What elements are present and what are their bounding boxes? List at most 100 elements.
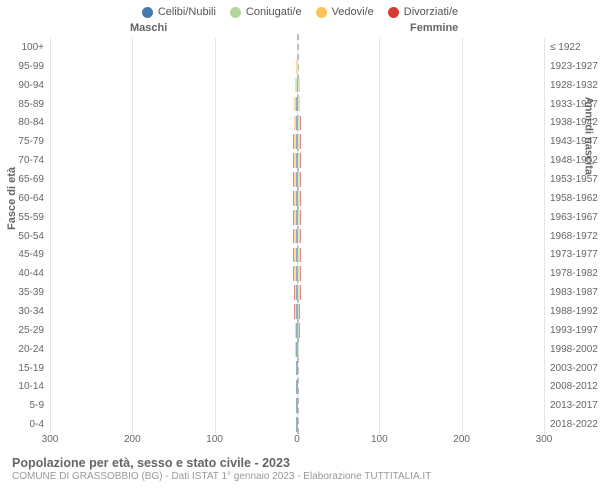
bar-female (297, 116, 301, 131)
bar-segment (298, 342, 299, 357)
birth-label: 1983-1987 (550, 287, 598, 298)
age-row: 20-241998-2002 (50, 340, 544, 359)
legend: Celibi/Nubili Coniugati/e Vedovi/e Divorzia… (0, 0, 600, 22)
age-label: 50-54 (18, 231, 44, 242)
age-row: 0-42018-2022 (50, 415, 544, 434)
bar-female (297, 191, 301, 206)
birth-label: 1958-1962 (550, 193, 598, 204)
birth-label: 1938-1942 (550, 117, 598, 128)
legend-swatch (230, 7, 241, 18)
age-label: 15-19 (18, 363, 44, 374)
bar-segment (300, 116, 301, 131)
bar-segment (300, 153, 301, 168)
birth-label: 1978-1982 (550, 268, 598, 279)
bar-segment (300, 248, 301, 263)
age-label: 25-29 (18, 325, 44, 336)
bar-female (297, 266, 301, 281)
x-tick: 200 (453, 434, 470, 445)
age-row: 45-491973-1977 (50, 245, 544, 264)
birth-label: 1988-1992 (550, 306, 598, 317)
age-label: 20-24 (18, 344, 44, 355)
gender-headers: Maschi Femmine (0, 22, 600, 38)
age-row: 65-691953-1957 (50, 170, 544, 189)
pyramid-chart: 100+≤ 192295-991923-192790-941928-193285… (50, 38, 544, 434)
legend-label: Vedovi/e (332, 6, 374, 18)
birth-label: 1953-1957 (550, 174, 598, 185)
age-row: 10-142008-2012 (50, 377, 544, 396)
bar-segment (300, 191, 301, 206)
legend-item: Coniugati/e (230, 6, 302, 18)
age-label: 10-14 (18, 381, 44, 392)
age-label: 65-69 (18, 174, 44, 185)
bar-segment (299, 323, 300, 338)
header-male: Maschi (130, 22, 167, 34)
header-female: Femmine (410, 22, 458, 34)
age-row: 50-541968-1972 (50, 227, 544, 246)
age-row: 30-341988-1992 (50, 302, 544, 321)
legend-item: Vedovi/e (316, 6, 374, 18)
bar-female (297, 248, 301, 263)
age-row: 70-741948-1952 (50, 151, 544, 170)
bar-female (297, 229, 301, 244)
birth-label: 1923-1927 (550, 61, 598, 72)
birth-label: 1948-1952 (550, 155, 598, 166)
chart-title: Popolazione per età, sesso e stato civil… (12, 456, 588, 470)
legend-label: Divorziati/e (404, 6, 458, 18)
birth-label: 1968-1972 (550, 231, 598, 242)
birth-label: 1928-1932 (550, 80, 598, 91)
birth-label: 1963-1967 (550, 212, 598, 223)
birth-label: 2003-2007 (550, 363, 598, 374)
age-label: 60-64 (18, 193, 44, 204)
bar-female (297, 172, 301, 187)
bar-female (297, 380, 298, 395)
age-row: 100+≤ 1922 (50, 38, 544, 57)
legend-label: Celibi/Nubili (158, 6, 216, 18)
bar-female (297, 78, 300, 93)
bar-segment (297, 417, 298, 432)
x-tick: 100 (206, 434, 223, 445)
x-axis: 3002001000100200300 (50, 434, 544, 452)
birth-label: 1973-1977 (550, 249, 598, 260)
bar-segment (299, 304, 300, 319)
bar-female (297, 342, 299, 357)
footer: Popolazione per età, sesso e stato civil… (0, 452, 600, 482)
age-label: 100+ (21, 42, 44, 53)
bar-segment (297, 59, 298, 74)
birth-label: 1993-1997 (550, 325, 598, 336)
x-tick: 0 (294, 434, 300, 445)
birth-label: 2008-2012 (550, 381, 598, 392)
age-label: 0-4 (30, 419, 44, 430)
bar-female (297, 398, 298, 413)
legend-label: Coniugati/e (246, 6, 302, 18)
bar-female (297, 323, 300, 338)
bar-female (297, 210, 301, 225)
age-label: 75-79 (18, 136, 44, 147)
birth-label: 1933-1937 (550, 99, 598, 110)
age-row: 5-92013-2017 (50, 396, 544, 415)
age-label: 5-9 (30, 400, 44, 411)
legend-swatch (142, 7, 153, 18)
x-tick: 200 (124, 434, 141, 445)
gridline (544, 38, 545, 434)
legend-swatch (316, 7, 327, 18)
bar-female (297, 304, 300, 319)
bar-segment (297, 380, 298, 395)
age-label: 70-74 (18, 155, 44, 166)
legend-item: Divorziati/e (388, 6, 458, 18)
bar-female (297, 134, 301, 149)
age-row: 15-192003-2007 (50, 359, 544, 378)
birth-label: 1943-1947 (550, 136, 598, 147)
age-label: 45-49 (18, 249, 44, 260)
age-label: 55-59 (18, 212, 44, 223)
birth-label: ≤ 1922 (550, 42, 581, 53)
age-row: 85-891933-1937 (50, 95, 544, 114)
bar-segment (300, 229, 301, 244)
birth-label: 2018-2022 (550, 419, 598, 430)
bar-segment (300, 172, 301, 187)
x-tick: 300 (536, 434, 553, 445)
age-label: 90-94 (18, 80, 44, 91)
chart-rows: 100+≤ 192295-991923-192790-941928-193285… (50, 38, 544, 434)
birth-label: 2013-2017 (550, 400, 598, 411)
age-row: 90-941928-1932 (50, 76, 544, 95)
bar-female (297, 153, 301, 168)
